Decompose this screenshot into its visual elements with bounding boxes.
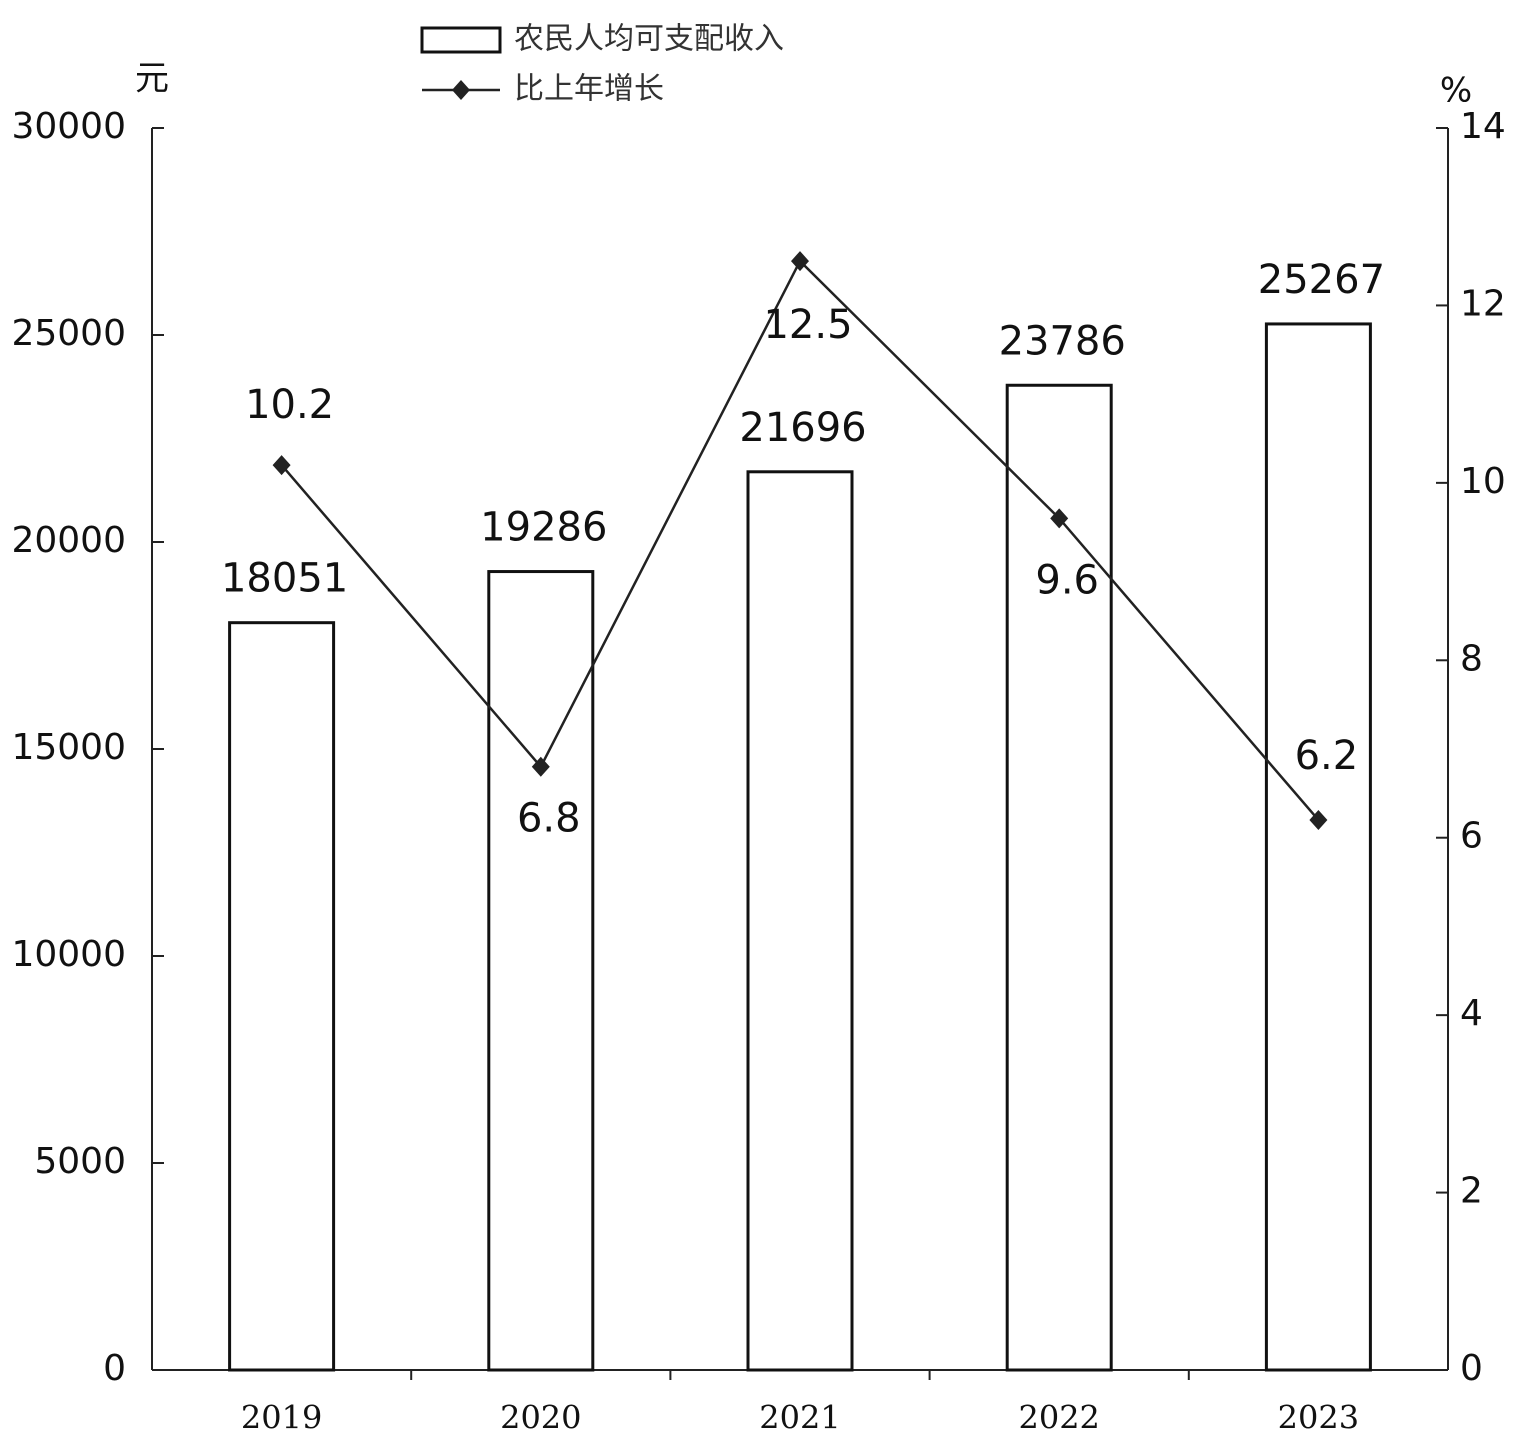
x-tick-label: 2021 [759,1399,840,1437]
bar [1264,322,1372,1372]
y2-tick-label: 14 [1460,106,1506,147]
y2-axis-label: % [1440,71,1472,111]
y-tick-label: 15000 [11,727,126,768]
line-marker [531,756,550,777]
x-tick-label: 2020 [500,1399,581,1437]
bar [228,621,336,1372]
y2-tick-label: 2 [1460,1171,1483,1212]
bar-value-label: 19286 [480,505,607,551]
bar-value-label: 23786 [999,318,1126,364]
bar-value-label: 25267 [1258,257,1385,303]
x-tick-label: 2022 [1018,1399,1099,1437]
y2-tick-label: 8 [1460,638,1483,679]
y-tick-label: 5000 [34,1141,126,1182]
bar [1005,383,1113,1372]
bar [746,470,854,1372]
line-value-label: 9.6 [1035,557,1099,603]
y-axis-label: 元 [135,59,169,99]
line-marker [272,455,291,476]
line-value-label: 6.2 [1295,733,1359,779]
y-tick-label: 25000 [11,313,126,354]
x-tick-label: 2023 [1278,1399,1359,1437]
line-marker [1050,508,1069,529]
legend-label: 比上年增长 [514,72,664,107]
y2-tick-label: 6 [1460,816,1483,857]
line-value-label: 12.5 [763,302,852,348]
legend-label: 农民人均可支配收入 [514,22,784,57]
legend-marker [452,80,470,100]
y2-tick-label: 12 [1460,283,1506,324]
y-tick-label: 20000 [11,520,126,561]
line-value-label: 10.2 [245,382,334,428]
y2-tick-label: 10 [1460,461,1506,502]
bar-value-label: 18051 [221,556,348,602]
line-marker [1309,809,1328,830]
legend-bar-swatch [420,26,502,54]
line-marker [791,251,809,272]
y-tick-label: 10000 [11,934,126,975]
y2-tick-label: 0 [1460,1348,1483,1389]
y2-tick-label: 4 [1460,993,1483,1034]
x-tick-label: 2019 [241,1399,322,1437]
bar-value-label: 21696 [739,405,866,451]
line-value-label: 6.8 [517,796,581,842]
bar [487,570,595,1372]
y-tick-label: 0 [103,1348,126,1389]
y-tick-label: 30000 [11,106,126,147]
